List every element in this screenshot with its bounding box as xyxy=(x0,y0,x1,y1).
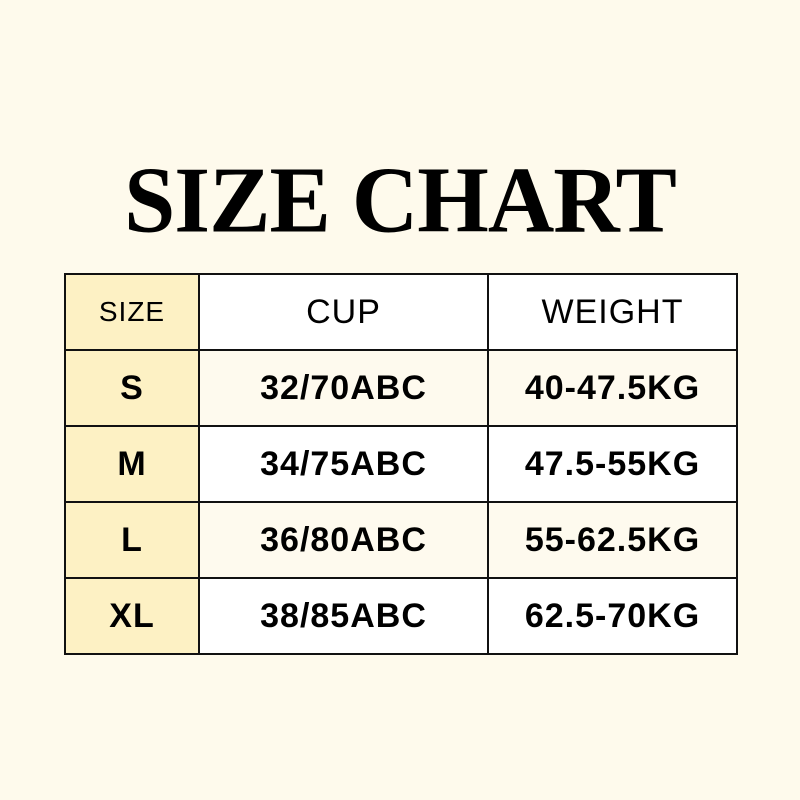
header-weight: WEIGHT xyxy=(487,273,738,351)
table-row: XL 38/85ABC 62.5-70KG xyxy=(64,577,738,655)
header-size: SIZE xyxy=(64,273,200,351)
size-cell: M xyxy=(64,425,200,503)
weight-cell: 47.5-55KG xyxy=(487,425,738,503)
table-row: L 36/80ABC 55-62.5KG xyxy=(64,501,738,579)
size-cell: XL xyxy=(64,577,200,655)
table-header-row: SIZE CUP WEIGHT xyxy=(64,273,738,351)
weight-cell: 55-62.5KG xyxy=(487,501,738,579)
size-chart-table: SIZE CUP WEIGHT S 32/70ABC 40-47.5KG M 3… xyxy=(64,273,738,655)
cup-cell: 34/75ABC xyxy=(198,425,489,503)
weight-cell: 62.5-70KG xyxy=(487,577,738,655)
cup-cell: 32/70ABC xyxy=(198,349,489,427)
cup-cell: 36/80ABC xyxy=(198,501,489,579)
header-cup: CUP xyxy=(198,273,489,351)
table-row: M 34/75ABC 47.5-55KG xyxy=(64,425,738,503)
page-title: SIZE CHART xyxy=(124,147,677,253)
size-cell: S xyxy=(64,349,200,427)
cup-cell: 38/85ABC xyxy=(198,577,489,655)
table-row: S 32/70ABC 40-47.5KG xyxy=(64,349,738,427)
weight-cell: 40-47.5KG xyxy=(487,349,738,427)
size-cell: L xyxy=(64,501,200,579)
